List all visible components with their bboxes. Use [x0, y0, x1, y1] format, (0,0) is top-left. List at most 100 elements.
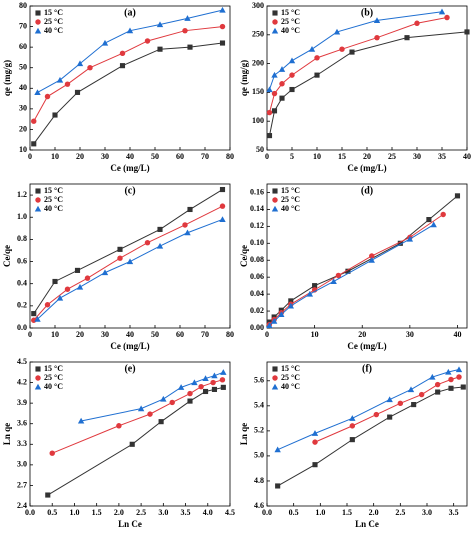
marker-circle: [349, 423, 356, 429]
marker-square: [288, 298, 294, 304]
marker-triangle: [278, 66, 286, 72]
plot-frame: [29, 361, 231, 507]
marker-square: [117, 246, 123, 252]
x-tick-label: 70: [201, 152, 209, 161]
fit-line: [37, 9, 223, 93]
y-tick-label: 0.14: [250, 204, 264, 213]
x-tick-label: 1.0: [69, 508, 79, 517]
x-tick-label: 50: [151, 152, 159, 161]
x-tick-label: 4.0: [203, 508, 213, 517]
x-tick-label: 3.5: [181, 508, 191, 517]
y-tick-label: 5.0: [254, 451, 264, 460]
x-tick-label: 3.0: [158, 508, 168, 517]
marker-triangle: [373, 17, 381, 23]
marker-circle: [272, 19, 278, 25]
legend-label: 25 °C: [44, 17, 63, 26]
x-tick-label: 0: [28, 330, 32, 339]
y-tick-label: 150: [252, 87, 264, 96]
x-tick-label: 0.0: [262, 508, 272, 517]
fit-line: [269, 214, 444, 325]
marker-square: [157, 46, 163, 52]
x-tick-label: 25: [388, 152, 396, 161]
x-axis-label: Ce (mg/L): [347, 163, 386, 173]
marker-triangle: [406, 235, 414, 242]
marker-triangle: [333, 28, 341, 35]
y-tick-label: 0.04: [250, 289, 264, 298]
marker-square: [187, 206, 193, 213]
x-tick-label: 5: [290, 152, 294, 161]
marker-triangle: [101, 269, 109, 276]
legend-label: 40 °C: [281, 26, 300, 35]
y-axis-label: Ce/qe: [2, 245, 12, 267]
marker-triangle: [455, 366, 463, 373]
legend-label: 15 °C: [281, 186, 300, 195]
y-axis-label: qe (mg/g): [239, 60, 249, 96]
marker-triangle: [445, 368, 452, 375]
marker-circle: [198, 383, 204, 390]
marker-square: [272, 188, 278, 194]
plot-frame: [266, 361, 468, 507]
x-tick-label: 10: [313, 152, 321, 161]
marker-triangle: [34, 383, 42, 390]
marker-circle: [119, 50, 126, 57]
marker-triangle: [34, 205, 42, 212]
panel-title: (e): [124, 363, 135, 374]
marker-triangle: [430, 221, 437, 228]
x-tick-label: 10: [51, 330, 59, 339]
marker-triangle: [274, 446, 281, 453]
marker-circle: [314, 55, 320, 61]
marker-square: [35, 10, 41, 16]
marker-circle: [397, 400, 404, 407]
x-tick-label: 50: [151, 330, 159, 339]
y-tick-label: 50: [256, 145, 264, 154]
y-tick-label: 3.3: [17, 439, 27, 448]
marker-triangle: [76, 283, 84, 290]
x-axis-label: Ce (mg/L): [110, 163, 149, 173]
x-tick-label: 0: [28, 152, 32, 161]
y-tick-label: 40: [19, 83, 27, 92]
y-tick-label: 80: [19, 1, 27, 10]
marker-triangle: [184, 15, 191, 21]
legend-label: 15 °C: [281, 8, 300, 17]
marker-triangle: [287, 302, 295, 309]
marker-square: [272, 366, 278, 372]
x-tick-label: 60: [176, 152, 184, 161]
marker-square: [397, 240, 403, 246]
panel-title: (a): [124, 7, 136, 18]
marker-circle: [440, 211, 446, 218]
legend-label: 40 °C: [281, 382, 300, 391]
marker-circle: [144, 239, 151, 246]
x-tick-label: 30: [101, 330, 109, 339]
y-tick-label: 4.2: [17, 377, 27, 386]
marker-triangle: [271, 383, 279, 390]
marker-circle: [147, 411, 153, 417]
marker-circle: [182, 222, 188, 228]
y-tick-label: 2.7: [17, 480, 27, 489]
plot-frame: [266, 183, 468, 329]
marker-square: [426, 217, 432, 223]
marker-triangle: [220, 369, 227, 375]
y-tick-label: 0.6: [17, 256, 27, 265]
y-tick-label: 50: [19, 63, 27, 72]
x-tick-label: 1.0: [315, 508, 325, 517]
fit-line: [269, 31, 468, 136]
x-tick-label: 40: [463, 152, 471, 161]
marker-circle: [64, 81, 71, 87]
x-tick-label: 20: [363, 152, 371, 161]
x-tick-label: 2.5: [395, 508, 405, 517]
marker-square: [272, 10, 278, 16]
marker-triangle: [156, 242, 164, 249]
y-tick-label: 5.6: [254, 376, 264, 385]
marker-circle: [219, 203, 226, 209]
fit-line: [37, 218, 223, 320]
y-tick-label: 4.8: [254, 476, 264, 485]
y-tick-label: 0.16: [250, 187, 264, 196]
marker-square: [349, 49, 355, 55]
x-axis-label: Ce (mg/L): [347, 341, 386, 351]
marker-triangle: [177, 384, 185, 390]
marker-square: [187, 398, 193, 404]
marker-square: [387, 414, 393, 420]
legend-label: 15 °C: [44, 8, 63, 17]
marker-circle: [289, 72, 295, 78]
panel-title: (d): [361, 185, 373, 196]
